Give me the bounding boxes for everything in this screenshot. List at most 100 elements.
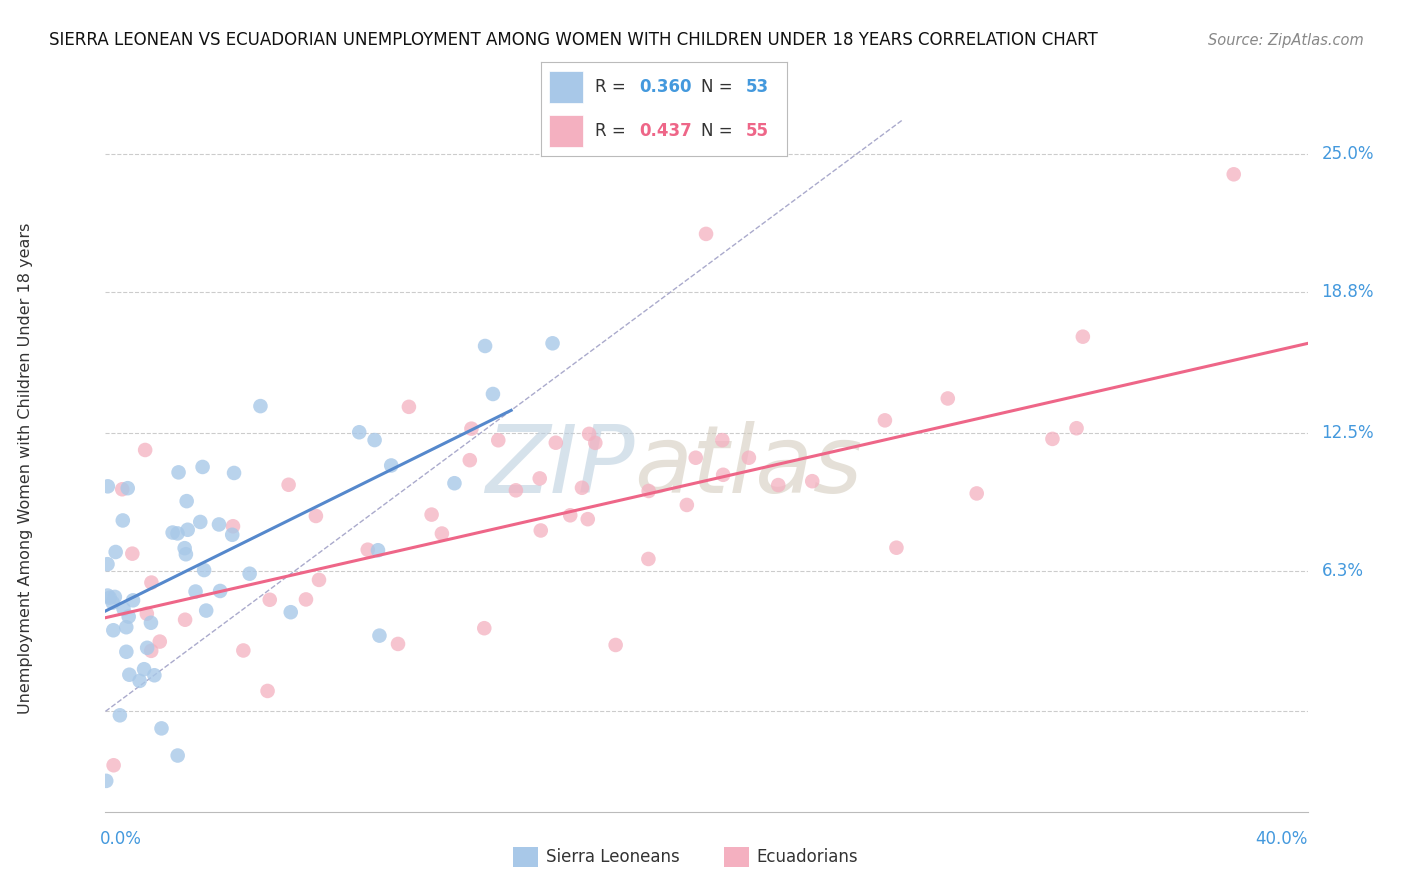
Point	[259, 592, 281, 607]
Point	[166, 748, 188, 763]
Point	[886, 541, 908, 555]
Point	[605, 638, 627, 652]
Point	[486, 434, 509, 448]
Point	[118, 609, 141, 624]
Point	[363, 433, 385, 447]
Point	[232, 643, 254, 657]
Point	[184, 584, 207, 599]
Point	[873, 413, 896, 427]
Point	[1066, 421, 1088, 435]
Text: 0.360: 0.360	[640, 78, 692, 95]
Point	[176, 494, 198, 508]
Point	[256, 684, 278, 698]
Point	[117, 481, 139, 495]
Point	[222, 466, 245, 480]
Text: 55: 55	[745, 122, 769, 140]
Point	[173, 541, 195, 556]
Point	[222, 519, 245, 533]
Point	[141, 644, 163, 658]
Point	[249, 399, 271, 413]
Point	[111, 513, 134, 527]
Point	[174, 547, 197, 561]
Point	[768, 478, 790, 492]
Point	[380, 458, 402, 473]
Point	[571, 481, 593, 495]
Point	[136, 640, 159, 655]
Point	[966, 486, 988, 500]
Point	[111, 483, 134, 497]
Point	[134, 442, 156, 457]
Point	[98, 591, 121, 605]
Point	[121, 547, 143, 561]
Point	[711, 433, 734, 447]
Point	[132, 662, 155, 676]
Text: Ecuadorians: Ecuadorians	[756, 848, 858, 866]
Point	[295, 592, 318, 607]
Point	[115, 645, 138, 659]
Point	[96, 773, 118, 788]
Point	[474, 339, 496, 353]
Point	[195, 603, 218, 617]
Point	[637, 552, 659, 566]
Point	[637, 483, 659, 498]
Point	[115, 620, 138, 634]
Text: Source: ZipAtlas.com: Source: ZipAtlas.com	[1208, 33, 1364, 47]
Point	[118, 667, 141, 681]
Point	[357, 542, 380, 557]
Point	[166, 526, 188, 541]
Bar	[548, 70, 583, 103]
Text: R =: R =	[596, 122, 631, 140]
Point	[280, 605, 302, 619]
Point	[122, 593, 145, 607]
Point	[167, 466, 190, 480]
Point	[529, 471, 551, 485]
Point	[443, 476, 465, 491]
Point	[530, 524, 553, 538]
Bar	[548, 115, 583, 147]
Point	[936, 392, 959, 406]
Point	[162, 525, 184, 540]
Point	[239, 566, 262, 581]
Point	[135, 607, 157, 621]
Point	[104, 545, 127, 559]
Text: Sierra Leoneans: Sierra Leoneans	[546, 848, 679, 866]
Point	[209, 584, 232, 599]
Point	[128, 673, 150, 688]
Point	[544, 435, 567, 450]
Point	[143, 668, 166, 682]
Text: 25.0%: 25.0%	[1322, 145, 1374, 163]
Point	[193, 563, 215, 577]
Text: atlas: atlas	[634, 420, 863, 512]
Point	[387, 637, 409, 651]
Point	[103, 624, 125, 638]
Point	[112, 601, 135, 615]
Point	[97, 479, 120, 493]
Text: 53: 53	[745, 78, 769, 95]
Point	[188, 515, 211, 529]
Text: SIERRA LEONEAN VS ECUADORIAN UNEMPLOYMENT AMONG WOMEN WITH CHILDREN UNDER 18 YEA: SIERRA LEONEAN VS ECUADORIAN UNEMPLOYMEN…	[49, 31, 1098, 49]
Text: 0.0%: 0.0%	[100, 830, 142, 847]
Text: N =: N =	[702, 78, 738, 95]
Point	[420, 508, 443, 522]
Point	[676, 498, 699, 512]
Point	[174, 613, 197, 627]
Point	[149, 634, 172, 648]
Point	[108, 708, 131, 723]
Point	[460, 422, 482, 436]
Point	[685, 450, 707, 465]
Point	[367, 543, 389, 558]
Point	[176, 523, 198, 537]
Point	[801, 474, 824, 488]
Text: N =: N =	[702, 122, 738, 140]
Point	[560, 508, 582, 523]
Point	[101, 596, 124, 610]
Point	[103, 758, 125, 772]
Point	[711, 467, 734, 482]
Point	[578, 426, 600, 441]
Point	[132, 848, 155, 863]
Point	[347, 425, 370, 440]
Text: 40.0%: 40.0%	[1256, 830, 1308, 847]
Point	[277, 477, 299, 491]
Point	[1071, 329, 1094, 343]
Point	[541, 336, 564, 351]
